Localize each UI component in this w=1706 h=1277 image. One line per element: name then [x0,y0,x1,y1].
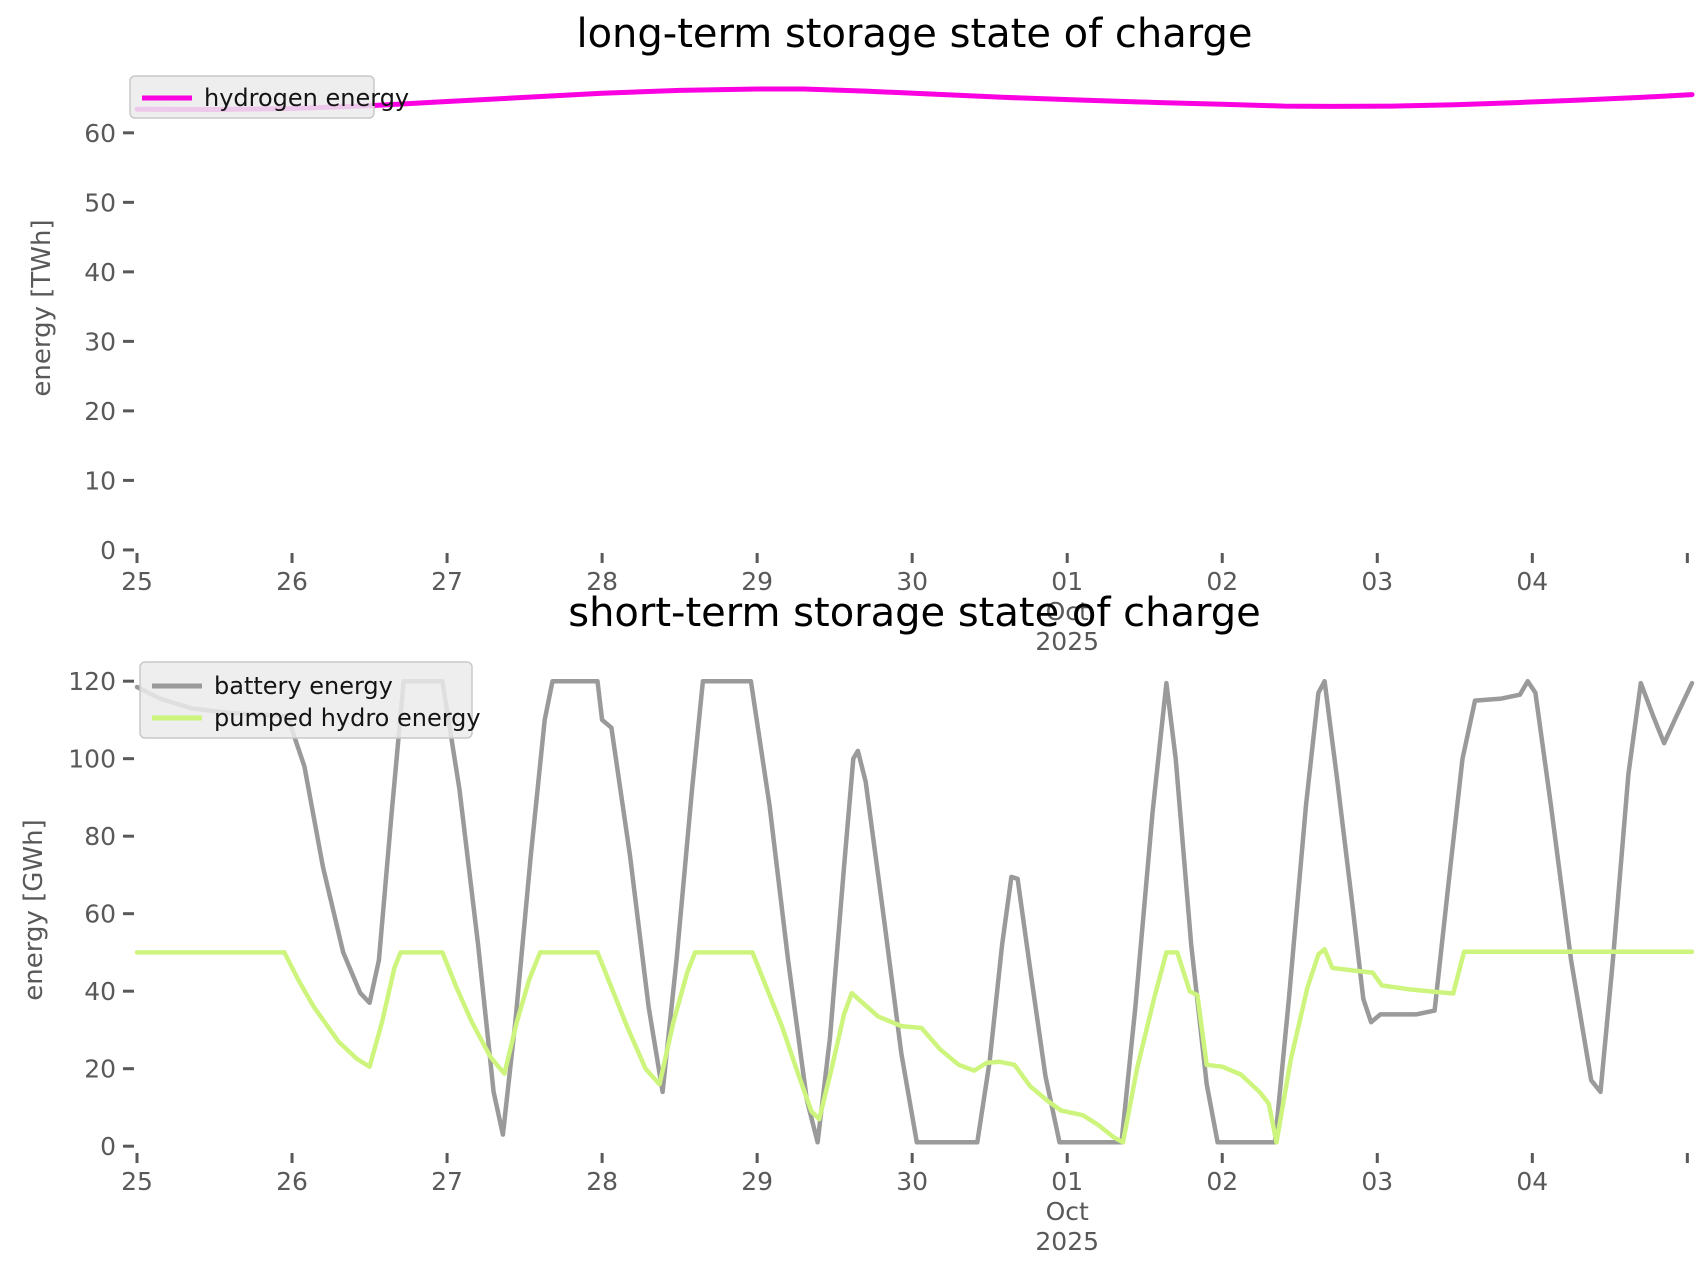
legend-label: battery energy [214,672,393,700]
x-tick-label: 26 [276,1167,308,1196]
x-month-label: Oct [1046,1197,1089,1226]
x-tick-label: 02 [1206,1167,1238,1196]
long-term-storage-chart: long-term storage state of charge energy … [27,11,1695,656]
chart-title: long-term storage state of charge [576,11,1252,57]
y-tick-label: 20 [84,1055,116,1084]
legend-label: pumped hydro energy [214,704,481,732]
y-tick-label: 10 [84,466,116,495]
x-tick-label: 04 [1516,567,1548,596]
x-tick-label: 03 [1361,567,1393,596]
x-tick-label: 03 [1361,1167,1393,1196]
y-tick-label: 60 [84,119,116,148]
x-tick-label: 25 [121,567,153,596]
x-tick-label: 04 [1516,1167,1548,1196]
x-tick-label: 02 [1206,567,1238,596]
x-year-label: 2025 [1035,627,1099,656]
y-tick-label: 0 [100,1132,116,1161]
x-tick-label: 25 [121,1167,153,1196]
y-tick-label: 40 [84,258,116,287]
x-tick-label: 26 [276,567,308,596]
legend-box [129,75,375,119]
x-tick-label: 28 [586,567,618,596]
x-tick-label: 29 [741,1167,773,1196]
battery-energy-line [134,678,1695,1145]
x-tick-label: 01 [1051,567,1083,596]
y-axis-label: energy [GWh] [19,819,49,1000]
x-tick-label: 27 [431,1167,463,1196]
y-tick-label: 80 [84,822,116,851]
y-tick-label: 30 [84,327,116,356]
pumped-hydro-energy-line [134,947,1695,1145]
x-tick-label: 27 [431,567,463,596]
y-tick-label: 20 [84,397,116,426]
x-tick-label: 01 [1051,1167,1083,1196]
hydrogen-energy-line [134,86,1695,112]
x-year-label: 2025 [1035,1227,1099,1256]
y-tick-label: 0 [100,536,116,565]
x-tick-label: 30 [896,1167,928,1196]
x-month-label: Oct [1046,597,1089,626]
y-axis-label: energy [TWh] [27,219,57,396]
y-tick-label: 100 [68,745,116,774]
y-tick-label: 120 [68,667,116,696]
y-tick-label: 50 [84,188,116,217]
legend-label: hydrogen energy [204,84,409,112]
y-tick-label: 40 [84,977,116,1006]
short-term-storage-chart: short-term storage state of charge energy… [19,590,1695,1256]
legend-box [139,661,473,739]
y-tick-label: 60 [84,900,116,929]
chart-title: short-term storage state of charge [568,590,1261,636]
x-tick-label: 30 [896,567,928,596]
x-tick-label: 29 [741,567,773,596]
x-tick-label: 28 [586,1167,618,1196]
